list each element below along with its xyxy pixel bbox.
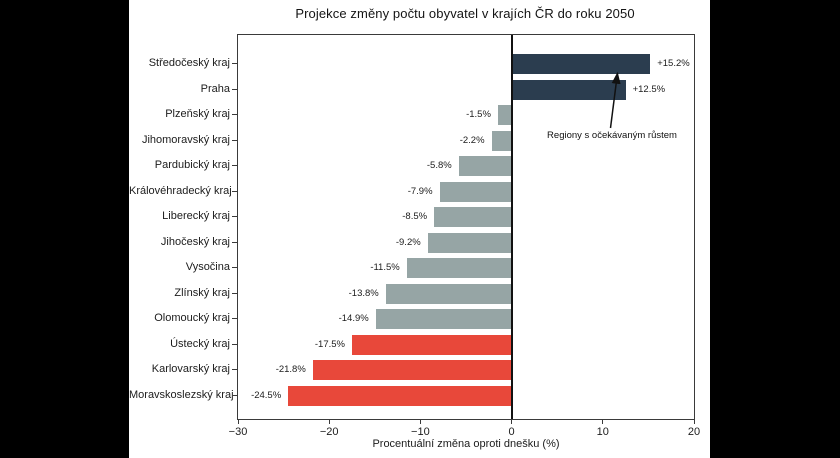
bar-value-label: -21.8% bbox=[275, 364, 306, 375]
bar-pardubick-kraj bbox=[458, 156, 512, 176]
y-axis-tick bbox=[232, 292, 237, 294]
y-axis-tick bbox=[232, 139, 237, 141]
bar-value-label: -2.2% bbox=[459, 134, 485, 146]
category-label: Praha bbox=[200, 82, 230, 95]
y-axis-tick bbox=[232, 267, 237, 268]
y-axis-tick bbox=[232, 190, 237, 192]
bar-st-edo-esk-kraj bbox=[511, 54, 651, 74]
category-label: Zlínský kraj bbox=[174, 286, 230, 299]
y-axis-tick bbox=[232, 114, 237, 115]
category-label: Liberecký kraj bbox=[162, 210, 230, 222]
x-axis-tick bbox=[693, 419, 695, 424]
x-tick-label: 0 bbox=[508, 426, 515, 438]
category-label: Moravskoslezský kraj bbox=[129, 388, 234, 401]
category-label: Královéhradecký kraj bbox=[129, 184, 232, 197]
x-tick-label: −30 bbox=[228, 426, 248, 438]
x-axis-tick bbox=[237, 419, 239, 424]
category-label: Pardubický kraj bbox=[154, 159, 230, 171]
y-axis-tick bbox=[232, 165, 237, 166]
bar-vyso-ina bbox=[406, 258, 512, 278]
chart-panel: Projekce změny počtu obyvatel v krajích … bbox=[129, 0, 710, 458]
y-axis-tick bbox=[232, 88, 237, 90]
bar-value-label: -17.5% bbox=[314, 338, 345, 350]
x-tick-label: 10 bbox=[596, 426, 609, 438]
category-label: Jihomoravský kraj bbox=[141, 133, 230, 146]
category-label: Vysočina bbox=[185, 261, 230, 273]
x-tick-label: −10 bbox=[411, 426, 430, 438]
y-axis-tick bbox=[232, 394, 237, 396]
bar-value-label: -8.5% bbox=[402, 211, 428, 222]
bar-value-label: -11.5% bbox=[370, 262, 400, 273]
annotation-text: Regiony s očekávaným růstem bbox=[547, 130, 677, 141]
y-axis-tick bbox=[232, 318, 237, 319]
bar-praha bbox=[511, 79, 626, 100]
chart-title: Projekce změny počtu obyvatel v krajích … bbox=[295, 6, 635, 21]
plot-area: Procentuální změna oproti dnešku (%) Reg… bbox=[229, 34, 700, 450]
bar-value-label: -1.5% bbox=[466, 109, 491, 120]
bar-jihomoravsk-kraj bbox=[491, 130, 512, 151]
x-axis-tick bbox=[511, 419, 513, 424]
bar-libereck-kraj bbox=[434, 207, 512, 227]
y-axis-tick bbox=[232, 63, 237, 64]
zero-line bbox=[510, 35, 513, 419]
bar-plze-sk-kraj bbox=[497, 105, 512, 125]
y-axis-tick bbox=[232, 241, 237, 243]
bar-value-label: -13.8% bbox=[348, 287, 379, 299]
category-label: Karlovarský kraj bbox=[151, 363, 230, 375]
bar-value-label: -5.8% bbox=[426, 160, 452, 171]
x-tick-label: 20 bbox=[687, 426, 701, 438]
bar-olomouck-kraj bbox=[375, 309, 512, 329]
bar-value-label: -24.5% bbox=[251, 389, 282, 401]
category-label: Ústecký kraj bbox=[170, 337, 230, 350]
bar-value-label: +12.5% bbox=[632, 83, 666, 95]
bar-zl-nsk-kraj bbox=[385, 283, 512, 304]
bar-value-label: +15.2% bbox=[657, 58, 690, 69]
x-axis-tick bbox=[602, 419, 604, 424]
bar-value-label: -9.2% bbox=[395, 236, 421, 248]
bar-kr-lov-hradeck-kraj bbox=[439, 181, 512, 202]
bar-value-label: -14.9% bbox=[338, 313, 369, 324]
category-label: Středočeský kraj bbox=[148, 57, 230, 69]
bar-moravskoslezsk-kraj bbox=[288, 385, 512, 406]
y-axis-tick bbox=[232, 369, 237, 370]
category-label: Plzeňský kraj bbox=[165, 108, 230, 120]
x-axis-tick bbox=[419, 419, 421, 424]
bar-karlovarsk-kraj bbox=[312, 360, 512, 380]
x-tick-label: −20 bbox=[319, 426, 339, 438]
bar-value-label: -7.9% bbox=[407, 185, 433, 197]
bar-jiho-esk-kraj bbox=[427, 232, 512, 253]
category-label: Olomoucký kraj bbox=[154, 312, 230, 324]
y-axis-tick bbox=[232, 216, 237, 217]
y-axis-tick bbox=[232, 343, 237, 345]
category-label: Jihočeský kraj bbox=[160, 235, 230, 248]
x-axis-tick bbox=[328, 419, 330, 424]
x-axis-label: Procentuální změna oproti dnešku (%) bbox=[372, 438, 560, 450]
bar--steck-kraj bbox=[352, 334, 512, 355]
